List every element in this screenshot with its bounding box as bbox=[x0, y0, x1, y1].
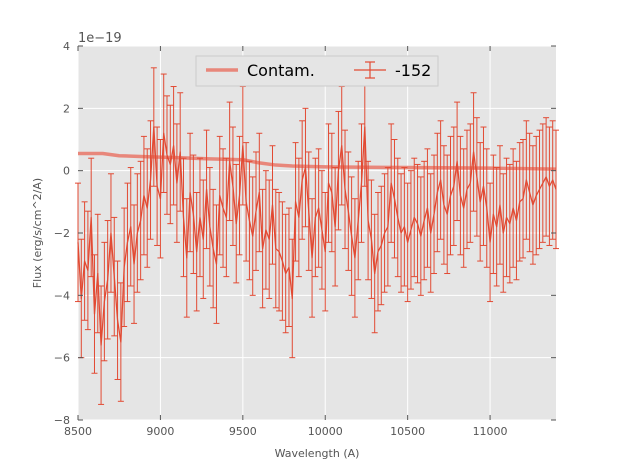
x-tick-label: 10000 bbox=[308, 425, 343, 438]
legend-label-flux: -152 bbox=[395, 61, 431, 80]
y-tick-label: 2 bbox=[63, 102, 70, 115]
ticks bbox=[77, 45, 556, 421]
legend-swatch-flux bbox=[354, 61, 386, 79]
x-axis-label: Wavelength (A) bbox=[275, 447, 360, 460]
y-tick-label: −8 bbox=[54, 414, 70, 427]
tick-labels: 8500 9000 9500 10000 10500 11000 −8 −6 −4 −2 0 2 4 bbox=[54, 40, 508, 438]
x-tick-label: 10500 bbox=[390, 425, 425, 438]
x-tick-label: 8500 bbox=[64, 425, 92, 438]
y-tick-label: −4 bbox=[54, 289, 70, 302]
y-tick-label: 0 bbox=[63, 165, 70, 178]
x-tick-label: 9500 bbox=[229, 425, 257, 438]
y-axis-label: Flux (erg/s/cm^2/A) bbox=[31, 178, 44, 288]
legend: Contam. -152 bbox=[195, 55, 439, 87]
y-offset-label: 1e−19 bbox=[78, 31, 122, 46]
y-tick-label: −6 bbox=[54, 352, 70, 365]
x-tick-label: 11000 bbox=[473, 425, 508, 438]
flux-line bbox=[77, 126, 557, 346]
legend-label-contam: Contam. bbox=[247, 61, 315, 80]
x-tick-label: 9000 bbox=[146, 425, 174, 438]
y-tick-label: 4 bbox=[63, 40, 70, 53]
y-tick-label: −2 bbox=[54, 227, 70, 240]
